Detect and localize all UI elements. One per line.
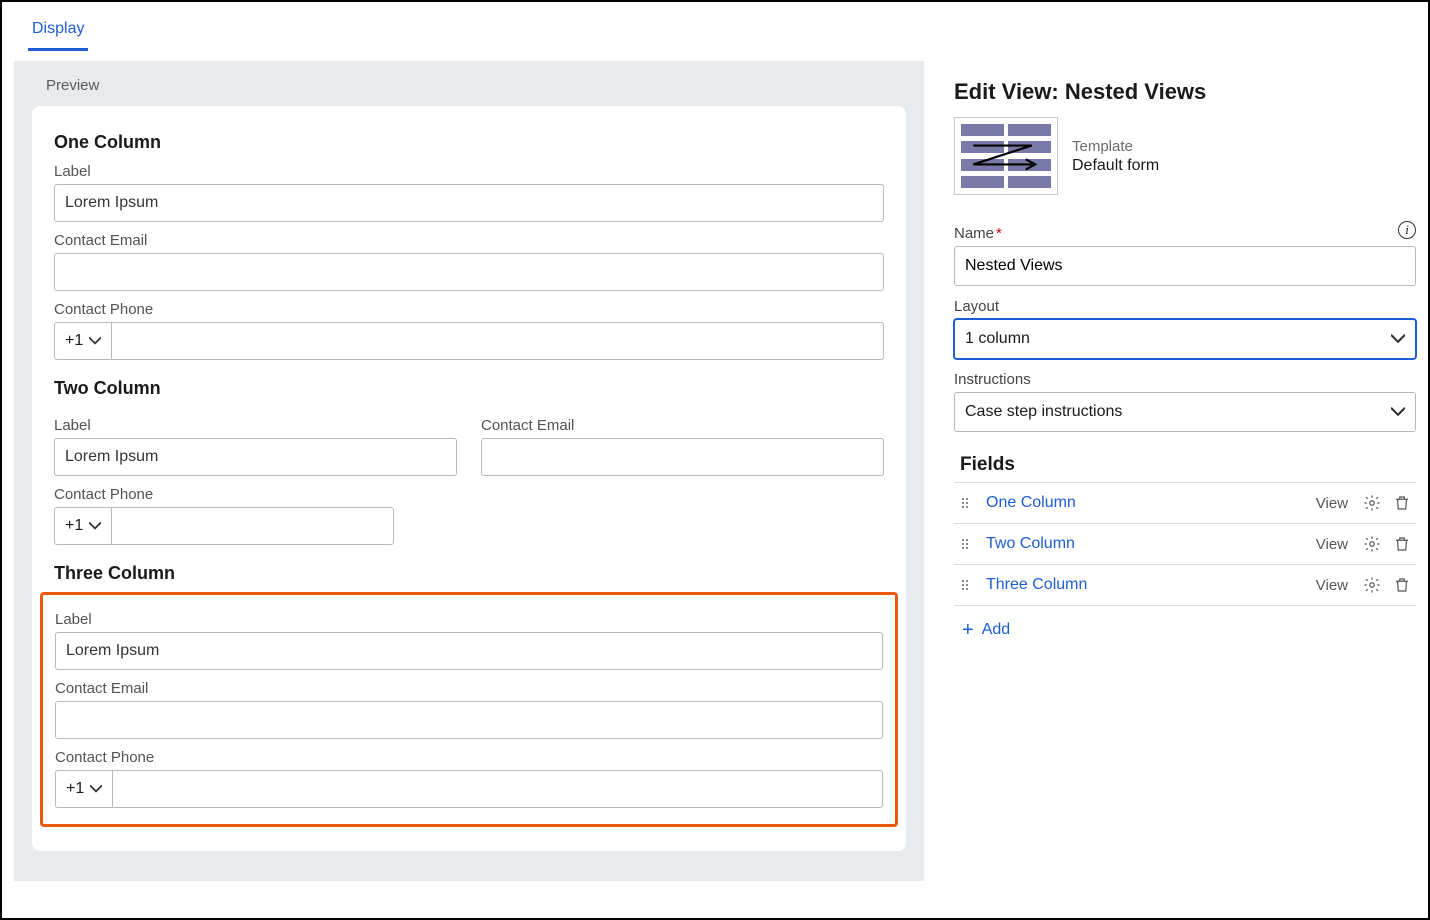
layout-label: Layout bbox=[954, 298, 1416, 315]
field-label: Contact Email bbox=[54, 232, 884, 249]
contact-phone-input[interactable] bbox=[111, 322, 884, 360]
section-heading-three: Three Column bbox=[54, 563, 884, 584]
template-thumbnail bbox=[954, 117, 1058, 195]
gear-icon[interactable] bbox=[1362, 534, 1382, 554]
instructions-select[interactable]: Case step instructions bbox=[954, 392, 1416, 432]
contact-email-input[interactable] bbox=[55, 701, 883, 739]
add-label: Add bbox=[982, 621, 1010, 639]
contact-email-input[interactable] bbox=[481, 438, 884, 476]
label-input[interactable] bbox=[55, 632, 883, 670]
field-row: Three Column View bbox=[954, 564, 1416, 606]
contact-phone-input[interactable] bbox=[112, 770, 883, 808]
instructions-label: Instructions bbox=[954, 371, 1416, 388]
field-label: Label bbox=[54, 417, 457, 434]
contact-phone-input[interactable] bbox=[111, 507, 394, 545]
chevron-down-icon bbox=[90, 783, 102, 795]
name-input[interactable] bbox=[954, 246, 1416, 286]
add-field-button[interactable]: + Add bbox=[954, 606, 1416, 640]
field-label: Contact Phone bbox=[54, 486, 884, 503]
section-heading-two: Two Column bbox=[54, 378, 884, 399]
drag-handle-icon[interactable] bbox=[958, 498, 970, 508]
gear-icon[interactable] bbox=[1362, 575, 1382, 595]
drag-handle-icon[interactable] bbox=[958, 539, 970, 549]
phone-prefix-select[interactable]: +1 bbox=[54, 507, 111, 545]
phone-prefix-value: +1 bbox=[65, 332, 83, 350]
gear-icon[interactable] bbox=[1362, 493, 1382, 513]
field-type-badge: View bbox=[1316, 495, 1348, 512]
tab-display[interactable]: Display bbox=[28, 14, 88, 51]
layout-value: 1 column bbox=[965, 330, 1030, 348]
chevron-down-icon bbox=[89, 520, 101, 532]
phone-prefix-select[interactable]: +1 bbox=[54, 322, 111, 360]
chevron-down-icon bbox=[1391, 332, 1405, 346]
label-input[interactable] bbox=[54, 184, 884, 222]
label-input[interactable] bbox=[54, 438, 457, 476]
field-label: Label bbox=[55, 611, 883, 628]
field-label: Contact Phone bbox=[55, 749, 883, 766]
fields-title: Fields bbox=[960, 454, 1416, 476]
instructions-value: Case step instructions bbox=[965, 403, 1122, 421]
field-label: Contact Email bbox=[55, 680, 883, 697]
field-type-badge: View bbox=[1316, 577, 1348, 594]
phone-prefix-value: +1 bbox=[66, 780, 84, 798]
phone-prefix-value: +1 bbox=[65, 517, 83, 535]
edit-view-title: Edit View: Nested Views bbox=[954, 79, 1416, 105]
field-name-link[interactable]: One Column bbox=[986, 494, 1306, 512]
field-row: Two Column View bbox=[954, 523, 1416, 564]
info-icon[interactable]: i bbox=[1398, 221, 1416, 239]
trash-icon[interactable] bbox=[1392, 493, 1412, 513]
field-label: Contact Email bbox=[481, 417, 884, 434]
field-label: Label bbox=[54, 163, 884, 180]
preview-card: One Column Label Contact Email Contact P… bbox=[32, 106, 906, 851]
edit-panel: Edit View: Nested Views Template Default… bbox=[954, 61, 1416, 881]
field-name-link[interactable]: Three Column bbox=[986, 576, 1306, 594]
template-value: Default form bbox=[1072, 157, 1159, 175]
field-type-badge: View bbox=[1316, 536, 1348, 553]
chevron-down-icon bbox=[1391, 405, 1405, 419]
trash-icon[interactable] bbox=[1392, 575, 1412, 595]
field-label: Contact Phone bbox=[54, 301, 884, 318]
phone-prefix-select[interactable]: +1 bbox=[55, 770, 112, 808]
section-heading-one: One Column bbox=[54, 132, 884, 153]
name-label: Name* bbox=[954, 225, 1002, 242]
preview-panel: Preview One Column Label Contact Email C… bbox=[14, 61, 924, 881]
template-label: Template bbox=[1072, 138, 1159, 155]
contact-email-input[interactable] bbox=[54, 253, 884, 291]
field-row: One Column View bbox=[954, 482, 1416, 523]
field-name-link[interactable]: Two Column bbox=[986, 535, 1306, 553]
highlighted-section: Label Contact Email Contact Phone +1 bbox=[40, 592, 898, 827]
drag-handle-icon[interactable] bbox=[958, 580, 970, 590]
chevron-down-icon bbox=[89, 335, 101, 347]
plus-icon: + bbox=[962, 620, 974, 640]
layout-select[interactable]: 1 column bbox=[954, 319, 1416, 359]
preview-title: Preview bbox=[32, 77, 906, 94]
trash-icon[interactable] bbox=[1392, 534, 1412, 554]
